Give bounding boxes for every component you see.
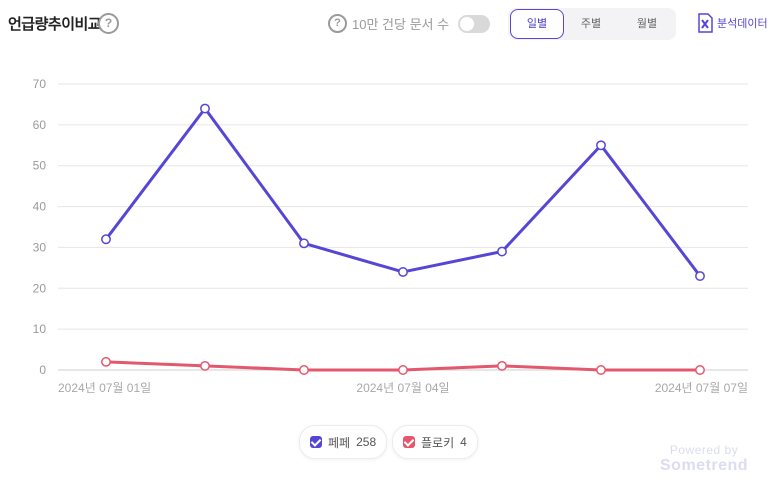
data-point — [596, 140, 606, 151]
x-axis-ticks: 2024년 07월 01일 2024년 07월 04일 2024년 07월 07일 — [58, 381, 748, 395]
data-point — [497, 246, 507, 257]
data-point — [695, 365, 705, 375]
data-point — [101, 234, 111, 245]
data-point — [299, 238, 309, 249]
chart-title: 언급량추이비교 — [8, 16, 102, 33]
period-weekly-tab[interactable]: 주별 — [580, 18, 602, 30]
series-line — [104, 107, 702, 278]
y-tick-label: 40 — [33, 200, 47, 214]
y-tick-label: 20 — [33, 281, 47, 295]
data-point — [101, 356, 111, 367]
chart-grid — [58, 83, 748, 371]
y-tick-label: 10 — [33, 322, 47, 336]
data-point — [497, 360, 507, 371]
data-point — [398, 266, 408, 277]
data-point — [299, 365, 309, 375]
legend-checkbox-icon — [310, 436, 322, 448]
y-tick-label: 50 — [33, 159, 47, 173]
data-point — [695, 271, 705, 281]
toggle-knob — [460, 16, 475, 31]
watermark-line1: Powered by — [669, 443, 739, 457]
per10k-toggle[interactable] — [458, 14, 491, 33]
data-point — [596, 365, 606, 375]
legend-item-pepe[interactable]: 페페 258 — [299, 425, 388, 459]
help-icon[interactable]: ? — [98, 13, 119, 34]
y-tick-label: 30 — [33, 240, 47, 254]
y-tick-label: 60 — [33, 118, 47, 132]
x-tick-label: 2024년 07월 07일 — [655, 381, 748, 395]
legend-item-floki[interactable]: 플로키 4 — [392, 425, 478, 459]
legend-total: 4 — [460, 435, 467, 449]
x-tick-label: 2024년 07월 01일 — [58, 381, 151, 395]
watermark: Powered by Sometrend — [660, 443, 748, 475]
per10k-label: 10만 건당 문서 수 — [352, 17, 450, 32]
per10k-control: ? 10만 건당 문서 수 — [328, 14, 491, 33]
chart-series — [101, 103, 705, 375]
y-axis-ticks: 0 10 20 30 40 50 60 70 — [33, 77, 47, 377]
legend-name: 페페 — [328, 435, 351, 450]
watermark-logo: Sometrend — [660, 457, 749, 474]
legend-total: 258 — [356, 435, 377, 449]
export-label: 분석데이터 — [717, 18, 768, 30]
data-point — [200, 103, 210, 114]
y-tick-label: 70 — [33, 77, 47, 91]
period-selector: 일별 주별 월별 — [508, 8, 676, 40]
period-daily-tab[interactable]: 일별 — [510, 9, 564, 39]
x-tick-label: 2024년 07월 04일 — [356, 381, 449, 395]
legend-checkbox-icon — [403, 436, 415, 448]
export-data-button[interactable]: 분석데이터 — [697, 13, 768, 33]
data-point — [200, 360, 210, 371]
y-tick-label: 0 — [39, 363, 46, 377]
data-point — [398, 365, 408, 375]
excel-icon — [698, 13, 713, 33]
per10k-help-icon[interactable]: ? — [328, 14, 347, 33]
legend-name: 플로키 — [421, 435, 455, 450]
period-monthly-tab[interactable]: 월별 — [636, 18, 658, 30]
